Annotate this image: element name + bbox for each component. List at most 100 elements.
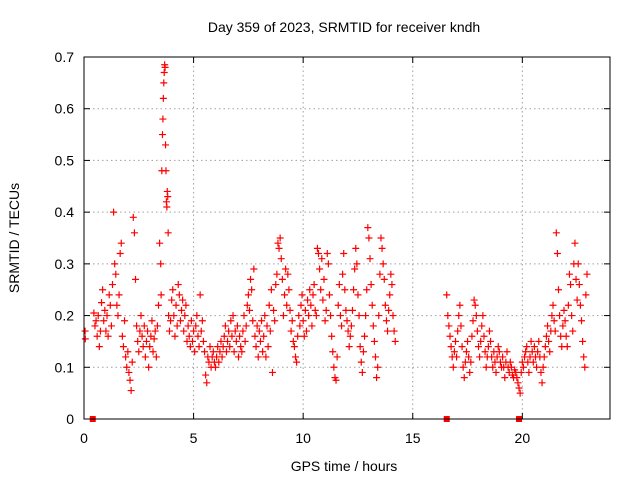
data-point bbox=[324, 260, 332, 268]
data-point bbox=[99, 286, 107, 294]
data-point bbox=[157, 260, 165, 268]
data-point bbox=[256, 337, 264, 345]
data-point bbox=[164, 193, 172, 201]
data-point bbox=[222, 348, 230, 356]
data-point bbox=[228, 332, 236, 340]
data-point bbox=[264, 343, 272, 351]
data-point bbox=[350, 286, 358, 294]
data-point bbox=[307, 301, 315, 309]
data-point bbox=[384, 327, 392, 335]
data-point bbox=[465, 353, 473, 361]
data-point bbox=[93, 332, 101, 340]
data-point bbox=[562, 332, 570, 340]
data-point bbox=[160, 79, 168, 87]
data-point bbox=[560, 306, 568, 314]
data-point bbox=[479, 312, 487, 320]
data-point bbox=[515, 384, 523, 392]
data-point bbox=[141, 353, 149, 361]
data-point bbox=[273, 270, 281, 278]
data-point bbox=[219, 343, 227, 351]
data-point bbox=[266, 327, 274, 335]
data-point bbox=[161, 63, 169, 71]
data-point bbox=[102, 327, 110, 335]
data-point bbox=[81, 327, 89, 335]
data-point bbox=[221, 322, 229, 330]
data-point bbox=[291, 353, 299, 361]
data-point bbox=[482, 363, 490, 371]
data-point bbox=[253, 322, 261, 330]
data-point bbox=[300, 332, 308, 340]
data-point bbox=[339, 270, 347, 278]
data-point bbox=[179, 296, 187, 304]
data-point bbox=[139, 343, 147, 351]
y-tick-label: 0 bbox=[66, 411, 74, 427]
data-point bbox=[489, 363, 497, 371]
data-point bbox=[325, 291, 333, 299]
data-point bbox=[453, 353, 461, 361]
data-point bbox=[389, 312, 397, 320]
data-point bbox=[321, 317, 329, 325]
data-point bbox=[323, 250, 331, 258]
data-point bbox=[149, 348, 157, 356]
data-point bbox=[369, 322, 377, 330]
data-point bbox=[362, 312, 370, 320]
data-point bbox=[348, 306, 356, 314]
data-point bbox=[190, 327, 198, 335]
data-point bbox=[98, 299, 106, 307]
data-point bbox=[263, 322, 271, 330]
data-point bbox=[249, 317, 257, 325]
data-point bbox=[121, 317, 129, 325]
data-point bbox=[338, 322, 346, 330]
data-point bbox=[311, 306, 319, 314]
data-points bbox=[81, 61, 591, 422]
data-point bbox=[553, 250, 561, 258]
data-point bbox=[140, 322, 148, 330]
data-point bbox=[288, 317, 296, 325]
data-point bbox=[162, 167, 170, 175]
data-point bbox=[451, 337, 459, 345]
data-point bbox=[371, 353, 379, 361]
data-point bbox=[258, 317, 266, 325]
data-point bbox=[193, 312, 201, 320]
data-point bbox=[289, 337, 297, 345]
data-point bbox=[216, 348, 224, 356]
data-point bbox=[541, 343, 549, 351]
data-point bbox=[186, 343, 194, 351]
data-point bbox=[168, 296, 176, 304]
data-point bbox=[358, 368, 366, 376]
data-point bbox=[104, 332, 112, 340]
data-point bbox=[464, 337, 472, 345]
data-point bbox=[242, 322, 250, 330]
data-point bbox=[484, 343, 492, 351]
data-point bbox=[310, 281, 318, 289]
data-point bbox=[227, 317, 235, 325]
data-point bbox=[470, 296, 478, 304]
data-point bbox=[366, 255, 374, 263]
data-point bbox=[316, 265, 324, 273]
data-point bbox=[529, 358, 537, 366]
data-point bbox=[130, 229, 138, 237]
data-point bbox=[218, 353, 226, 361]
data-point bbox=[561, 317, 569, 325]
data-point bbox=[137, 312, 145, 320]
data-point bbox=[569, 327, 577, 335]
data-point bbox=[454, 327, 462, 335]
data-point bbox=[247, 275, 255, 283]
data-point bbox=[167, 317, 175, 325]
data-point bbox=[513, 374, 521, 382]
data-point bbox=[182, 301, 190, 309]
data-point bbox=[546, 348, 554, 356]
x-tick-label: 20 bbox=[515, 430, 531, 446]
data-point bbox=[353, 260, 361, 268]
data-point bbox=[379, 260, 387, 268]
data-point bbox=[340, 250, 348, 258]
data-point bbox=[231, 327, 239, 335]
data-point bbox=[306, 286, 314, 294]
data-point bbox=[572, 275, 580, 283]
data-point bbox=[103, 312, 111, 320]
x-tick-label: 0 bbox=[80, 430, 88, 446]
data-point bbox=[333, 353, 341, 361]
data-point bbox=[110, 208, 118, 216]
data-point bbox=[552, 229, 560, 237]
data-point bbox=[278, 275, 286, 283]
